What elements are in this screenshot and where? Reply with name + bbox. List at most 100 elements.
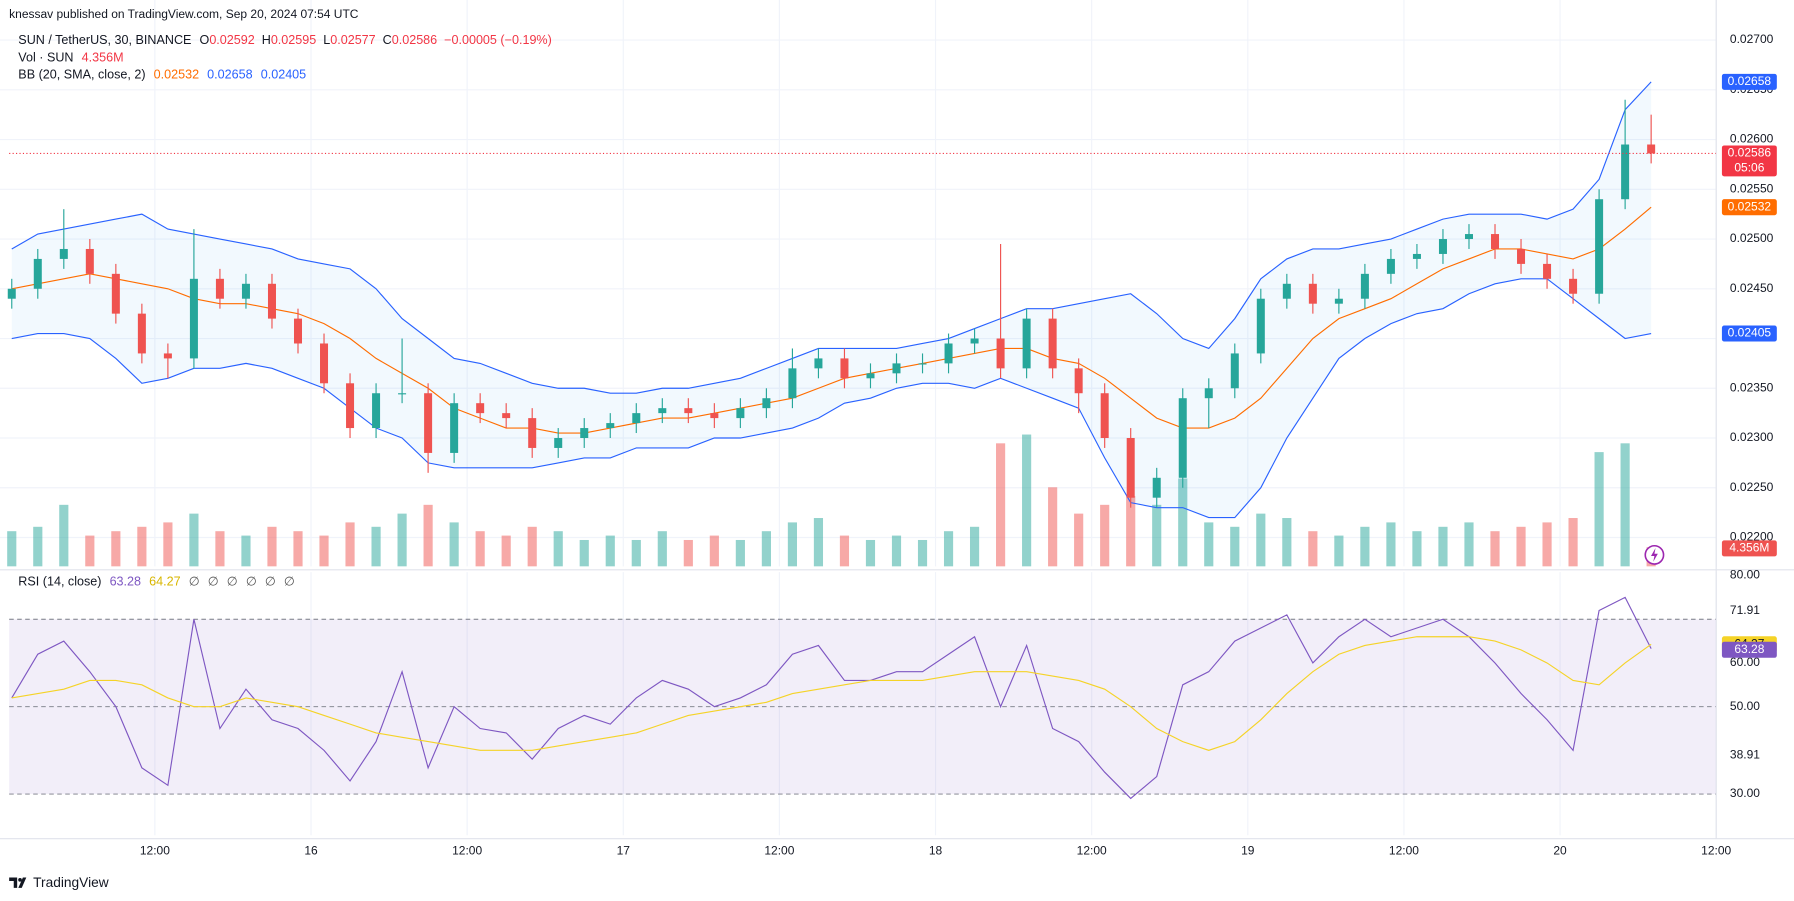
volume-bar xyxy=(605,535,615,567)
candle-body xyxy=(1438,239,1447,254)
volume-bar xyxy=(1334,535,1344,567)
volume-layer xyxy=(7,434,1656,567)
price-tick-label: 0.02600 xyxy=(1730,132,1774,146)
volume-bar xyxy=(1152,504,1162,567)
candle-body xyxy=(346,383,355,429)
volume-bar xyxy=(423,504,433,567)
candle-body xyxy=(1334,298,1343,304)
volume-bar xyxy=(1074,513,1084,567)
volume-bar xyxy=(787,522,797,567)
volume-bar xyxy=(1360,526,1370,567)
candle-body xyxy=(1491,234,1500,249)
footer-logo: TradingView xyxy=(9,875,109,890)
ohlc-value: 0.02577 xyxy=(330,34,375,48)
price-badge xyxy=(1721,145,1777,177)
candle-body xyxy=(189,278,198,359)
candle-body xyxy=(1256,298,1265,354)
bb-value: 0.02658 xyxy=(207,68,252,82)
volume-bar xyxy=(397,513,407,567)
volume-bar xyxy=(449,522,459,567)
candle-body xyxy=(1308,283,1317,304)
candle-body xyxy=(137,313,146,354)
candle-body xyxy=(814,358,823,369)
ohlc-value: 0.02592 xyxy=(209,34,254,48)
price-tick-label: 0.02500 xyxy=(1730,231,1774,245)
time-tick-label: 19 xyxy=(1241,843,1255,857)
volume-bar xyxy=(1282,518,1292,567)
price-badge-label: 0.02532 xyxy=(1728,199,1772,213)
candle-body xyxy=(1204,388,1213,399)
volume-label: Vol · SUN xyxy=(18,51,73,65)
time-tick-label: 12:00 xyxy=(1701,843,1731,857)
candle-body xyxy=(762,398,771,409)
candle-body xyxy=(1126,438,1135,498)
rsi-empty: ∅ xyxy=(227,575,238,589)
candle-body xyxy=(111,273,120,314)
volume-bar xyxy=(59,504,69,567)
volume-bar xyxy=(1620,443,1630,567)
volume-bar xyxy=(293,531,303,567)
candle-body xyxy=(85,248,94,274)
legend-symbol-line: SUN / TetherUS, 30, BINANCE O0.02592 H0.… xyxy=(18,34,552,48)
volume-bar xyxy=(1204,522,1214,567)
candle-body xyxy=(267,283,276,319)
time-tick-label: 12:00 xyxy=(1077,843,1107,857)
candle-body xyxy=(1152,477,1161,498)
footer-brand: TradingView xyxy=(33,875,109,890)
volume-bar xyxy=(579,539,589,567)
candle-body xyxy=(1543,263,1552,279)
rsi-value: 64.27 xyxy=(149,575,180,589)
volume-bar xyxy=(137,526,147,567)
price-tick-label: 0.02200 xyxy=(1730,530,1774,544)
candle-body xyxy=(528,418,537,448)
price-tick-label: 0.02550 xyxy=(1730,181,1774,195)
volume-bar xyxy=(7,531,17,567)
price-badge-label: 0.02658 xyxy=(1728,74,1772,88)
alert-icon[interactable] xyxy=(1644,544,1665,565)
candle-body xyxy=(710,413,719,419)
volume-bar xyxy=(475,531,485,567)
candle-body xyxy=(372,393,381,429)
volume-bar xyxy=(501,535,511,567)
bb-upper xyxy=(11,81,1652,394)
price-badge-label: 4.356M xyxy=(1729,541,1769,555)
candle-body xyxy=(450,403,459,453)
candle-body xyxy=(632,413,641,424)
time-tick-label: 20 xyxy=(1553,843,1567,857)
rsi-tick-label: 71.91 xyxy=(1730,603,1760,617)
ohlc-label: L xyxy=(323,34,330,48)
ohlc-value: 0.02586 xyxy=(392,34,437,48)
candle-body xyxy=(1178,398,1187,478)
price-badge xyxy=(1721,199,1777,216)
ohlc-label: O xyxy=(200,34,210,48)
volume-bar xyxy=(1594,452,1604,567)
volume-bar xyxy=(1542,522,1552,567)
bb-value: 0.02405 xyxy=(261,68,306,82)
candle-body xyxy=(606,423,615,429)
price-tick-label: 0.02300 xyxy=(1730,430,1774,444)
bb-value: 0.02532 xyxy=(154,68,199,82)
candle-body xyxy=(59,248,68,259)
rsi-background xyxy=(9,618,1717,795)
price-badge-label: 63.28 xyxy=(1734,642,1764,656)
volume-bar xyxy=(891,535,902,567)
volume-bar xyxy=(267,526,277,567)
candle-body xyxy=(424,393,433,453)
logo-mark xyxy=(9,877,27,888)
time-tick-label: 12:00 xyxy=(764,843,794,857)
volume-bar xyxy=(1568,518,1578,567)
alert-bolt xyxy=(1650,548,1658,562)
volume-bar xyxy=(1516,526,1526,567)
time-tick-label: 12:00 xyxy=(140,843,170,857)
candle-body xyxy=(1282,283,1291,299)
volume-bar xyxy=(1178,478,1188,567)
rsi-line xyxy=(11,636,1652,751)
volume-bar xyxy=(1490,531,1500,567)
volume-bar xyxy=(189,513,199,567)
ohlc-value: 0.02595 xyxy=(271,34,316,48)
candle-body xyxy=(892,363,901,374)
time-tick-label: 12:00 xyxy=(452,843,482,857)
